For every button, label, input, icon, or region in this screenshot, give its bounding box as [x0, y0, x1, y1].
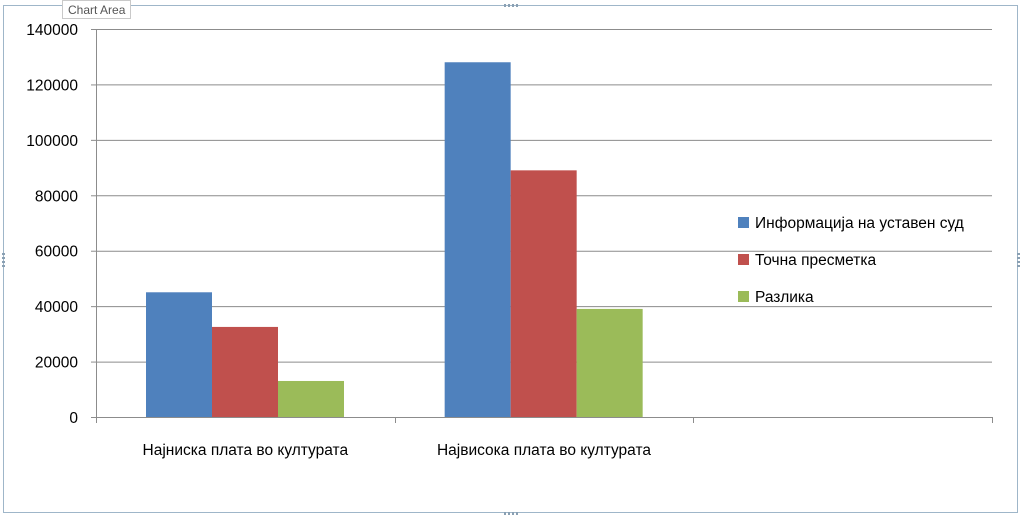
resize-handle-left[interactable]: [2, 253, 5, 267]
legend-swatch: [738, 291, 749, 302]
y-tick-label: 60000: [35, 244, 78, 261]
x-category-label: Највисока плата во културата: [437, 442, 651, 459]
y-tick-label: 80000: [35, 188, 78, 205]
y-tick-label: 0: [69, 410, 78, 427]
y-tick-label: 100000: [26, 133, 78, 150]
y-axis-tick-labels: 0 20000 40000 60000 80000 100000 120000 140000: [26, 22, 78, 427]
legend-entry[interactable]: Информација на уставен суд: [755, 215, 964, 232]
legend-swatch: [738, 217, 749, 228]
x-category-label: Најниска плата во културата: [143, 442, 349, 459]
resize-handle-top[interactable]: [504, 4, 518, 7]
legend-entry[interactable]: Разлика: [755, 289, 814, 306]
y-tick-label: 140000: [26, 22, 78, 39]
y-tick-label: 120000: [26, 77, 78, 94]
bar[interactable]: [576, 308, 643, 417]
resize-handle-bottom[interactable]: [504, 512, 518, 515]
resize-handle-right[interactable]: [1017, 253, 1020, 267]
bar[interactable]: [444, 62, 511, 417]
legend-swatch: [738, 254, 749, 265]
bar[interactable]: [146, 292, 212, 417]
legend-entry[interactable]: Точна пресметка: [755, 252, 876, 269]
bar[interactable]: [510, 170, 577, 417]
legend[interactable]: Информација на уставен суд Точна пресметк…: [738, 215, 964, 306]
bar[interactable]: [212, 326, 278, 417]
bar[interactable]: [278, 380, 344, 417]
y-tick-label: 40000: [35, 299, 78, 316]
bars[interactable]: [146, 62, 643, 417]
y-tick-label: 20000: [35, 355, 78, 372]
axes: [91, 29, 993, 423]
chart-area-tooltip: Chart Area: [62, 0, 132, 19]
x-axis-category-labels: Најниска плата во културата Највисока пла…: [143, 442, 652, 459]
